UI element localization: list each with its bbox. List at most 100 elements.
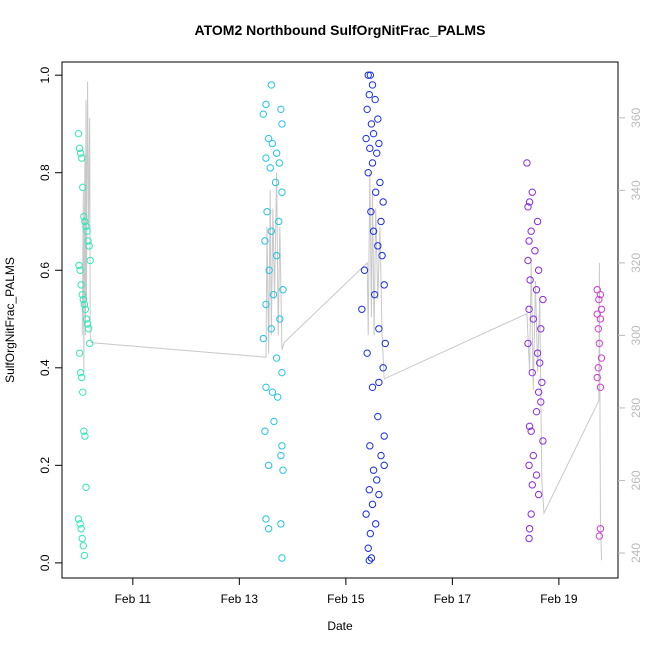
point (278, 120, 286, 128)
point (261, 237, 269, 245)
point (368, 500, 377, 509)
point (373, 476, 381, 484)
point (596, 383, 605, 392)
point (380, 432, 388, 440)
point (277, 520, 285, 528)
point (358, 305, 366, 313)
point (271, 178, 280, 187)
y2-tick-label: 340 (629, 180, 643, 200)
point (528, 481, 536, 489)
y-tick-label: 0.2 (38, 457, 52, 474)
point (537, 398, 545, 406)
point (596, 290, 605, 299)
point (259, 334, 268, 343)
point (381, 339, 389, 348)
point (275, 217, 283, 226)
point (83, 320, 92, 328)
y2-tick-label: 320 (629, 253, 643, 273)
y2-tick-label: 260 (629, 470, 643, 490)
point (370, 290, 379, 299)
point (76, 368, 85, 377)
point (366, 442, 374, 450)
point (85, 242, 93, 250)
point (85, 339, 94, 348)
point (86, 256, 94, 265)
point (81, 432, 89, 440)
point (267, 81, 275, 89)
y2-tick-label: 280 (629, 398, 643, 418)
point (83, 227, 91, 235)
point (527, 510, 535, 518)
point (593, 373, 601, 382)
point (595, 295, 603, 304)
point (278, 188, 286, 196)
point (84, 325, 93, 333)
point (82, 315, 91, 323)
point (595, 532, 604, 540)
y-axis-label: SulfOrgNitFrac_PALMS (3, 257, 17, 383)
point (364, 544, 372, 552)
point (266, 164, 274, 172)
point (74, 129, 83, 138)
point (365, 90, 373, 99)
point (531, 247, 539, 255)
point (365, 556, 373, 565)
point (77, 525, 85, 533)
point (528, 368, 536, 377)
point (270, 417, 278, 426)
point (368, 159, 377, 167)
point (363, 105, 371, 114)
y-tick-label: 0.4 (38, 359, 52, 376)
y2-tick-label: 360 (629, 108, 643, 128)
point (80, 551, 89, 560)
point (594, 364, 602, 372)
point (264, 525, 273, 533)
point (380, 461, 388, 470)
point (539, 295, 547, 304)
point (81, 217, 89, 226)
point (596, 315, 605, 323)
point (278, 368, 286, 377)
point (367, 208, 375, 216)
point (78, 290, 86, 299)
point (265, 266, 273, 274)
point (369, 227, 378, 235)
point (362, 134, 370, 143)
point (277, 451, 285, 460)
point (375, 490, 383, 499)
chart-title: ATOM2 Northbound SulfOrgNitFrac_PALMS (195, 22, 486, 38)
point (525, 305, 533, 313)
point (526, 276, 534, 284)
point (268, 139, 277, 148)
point (375, 139, 383, 148)
point (374, 242, 382, 250)
x-tick-label: Feb 19 (540, 592, 578, 606)
point (525, 461, 533, 470)
point (375, 378, 383, 387)
point (374, 412, 382, 421)
point (527, 427, 535, 435)
point (76, 520, 84, 528)
x-axis-label: Date (327, 619, 353, 633)
point (259, 110, 268, 118)
point (272, 251, 281, 260)
point (364, 169, 372, 177)
point (374, 115, 382, 123)
point (75, 144, 84, 153)
point (78, 373, 86, 382)
point (79, 295, 88, 304)
point (529, 451, 538, 460)
point (276, 315, 284, 323)
point (525, 237, 533, 245)
point (264, 461, 273, 470)
y2-tick-label: 300 (629, 325, 643, 345)
point (533, 217, 542, 226)
point (537, 325, 545, 333)
point (78, 154, 86, 162)
y-tick-label: 0.0 (38, 554, 52, 571)
point (267, 325, 275, 333)
point (529, 315, 538, 323)
point (80, 300, 89, 309)
point (597, 354, 606, 362)
